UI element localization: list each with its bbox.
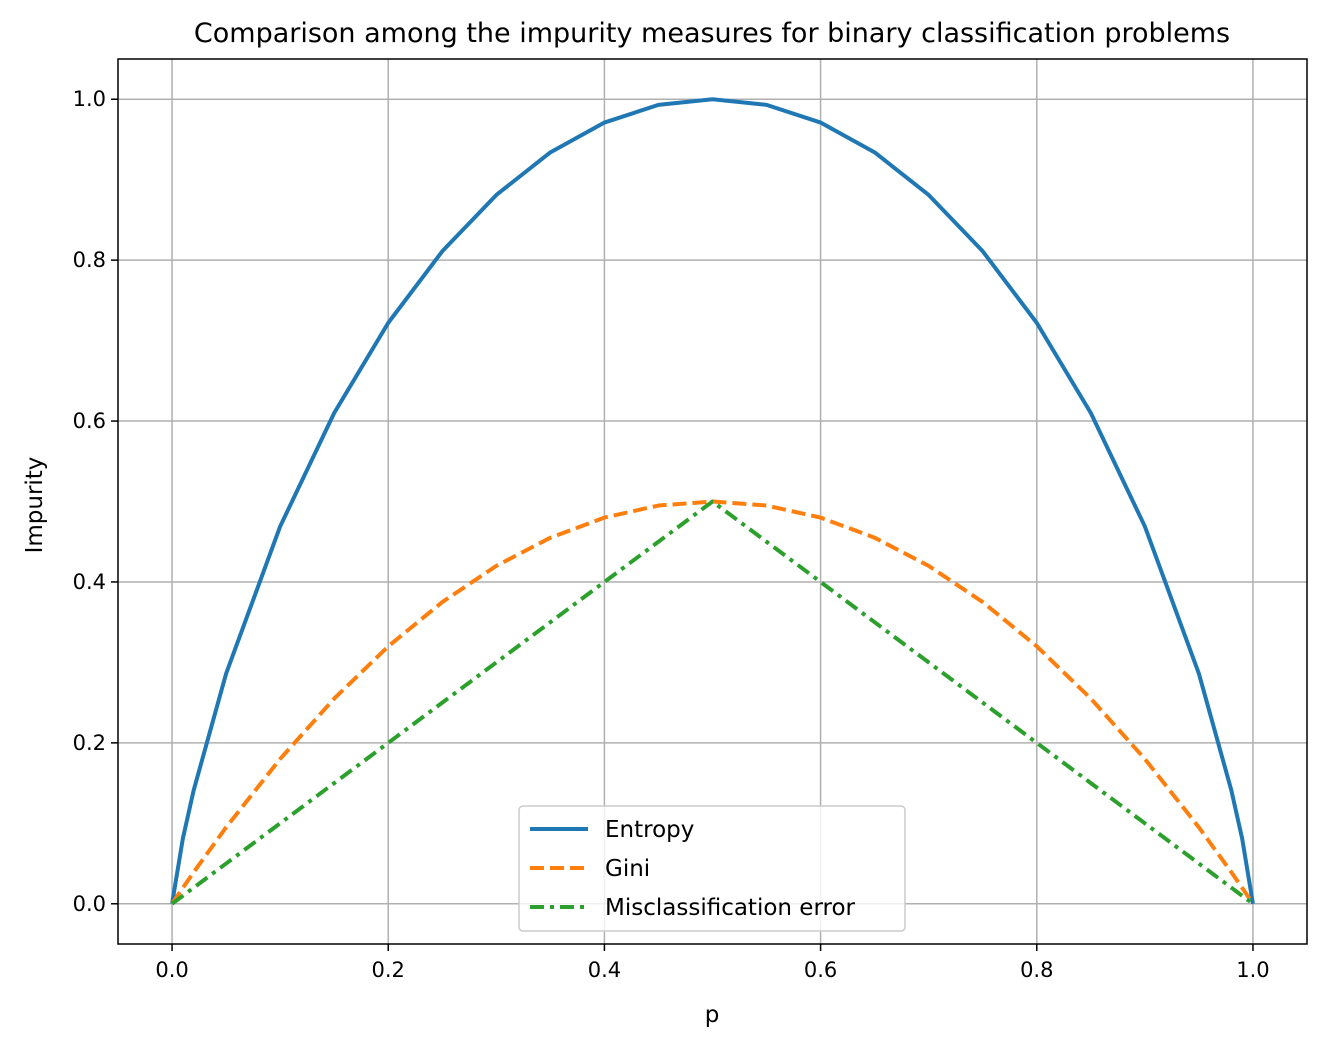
- y-tick-label: 1.0: [73, 87, 106, 111]
- y-tick-label: 0.0: [73, 892, 106, 916]
- x-tick-label: 1.0: [1236, 958, 1269, 982]
- legend: Entropy Gini Misclassification error: [518, 805, 906, 932]
- series-line-1: [170, 97, 1255, 905]
- x-tick-label: 0.2: [372, 958, 405, 982]
- x-axis-label: p: [705, 1002, 720, 1028]
- y-tick-label: 0.2: [73, 731, 106, 755]
- y-tick-label: 0.4: [73, 570, 106, 594]
- x-tick-label: 0.8: [1020, 958, 1053, 982]
- chart-title: Comparison among the impurity measures f…: [194, 18, 1230, 49]
- legend-box: [518, 805, 906, 932]
- legend-entry-label: Misclassification error: [605, 895, 856, 921]
- legend-entry-label: Entropy: [605, 817, 694, 843]
- series-line-3: [170, 499, 1255, 906]
- y-axis-label: Impurity: [22, 457, 48, 554]
- grid-lines: [118, 59, 1307, 944]
- x-tick-label: 0.6: [804, 958, 837, 982]
- plot-frame: [117, 58, 1308, 945]
- axis-ticks: 0.0 0.2 0.4 0.6 0.8 1.0 0.0 0.2 0.4 0.6 0.8 1.0: [73, 87, 1270, 982]
- legend-entry-label: Gini: [605, 856, 650, 882]
- x-tick-label: 0.4: [588, 958, 621, 982]
- y-tick-label: 0.8: [73, 248, 106, 272]
- x-tick-label: 0.0: [155, 958, 188, 982]
- y-tick-label: 0.6: [73, 409, 106, 433]
- series-lines: [170, 97, 1255, 906]
